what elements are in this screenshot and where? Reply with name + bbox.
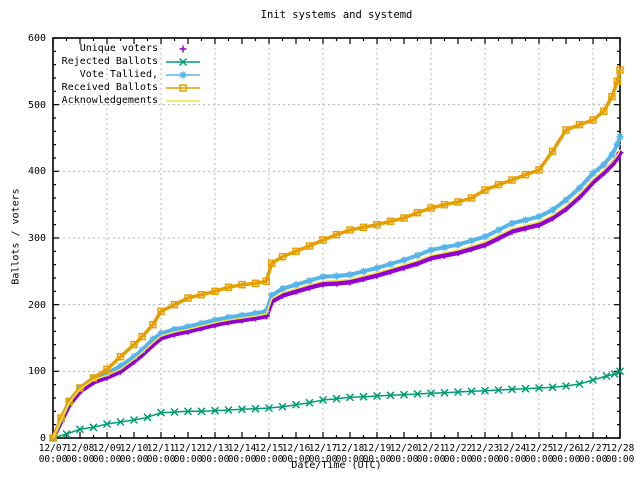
y-tick-label: 300 (27, 233, 46, 244)
x-tick-label: 12/23 00:00 (470, 443, 500, 465)
legend-label-unique-voters: Unique voters (79, 43, 158, 54)
x-tick-label: 12/15 00:00 (254, 443, 284, 465)
x-tick-label: 12/13 00:00 (200, 443, 230, 465)
legend-label-rejected-ballots: Rejected Ballots (61, 56, 158, 67)
y-tick-label: 400 (27, 166, 46, 178)
x-tick-label: 12/21 00:00 (416, 443, 446, 465)
legend-marker-vote-tallied (164, 69, 204, 81)
series-unique-voters (49, 149, 624, 442)
legend-row-rejected-ballots: Rejected Ballots (58, 55, 204, 68)
series-vote-tallied (49, 133, 624, 442)
x-tick-label: 12/14 00:00 (227, 443, 257, 465)
legend-label-vote-tallied: Vote Tallied, (79, 69, 158, 80)
legend: Unique voters Rejected Ballots Vote Tall… (58, 42, 204, 107)
legend-marker-received-ballots (164, 82, 204, 94)
legend-marker-acknowledgements (164, 95, 204, 107)
x-axis-title: Date/Time (UTC) (291, 460, 382, 471)
legend-marker-rejected-ballots (164, 56, 204, 68)
plot-border (52, 37, 621, 439)
x-tick-label: 12/10 00:00 (119, 443, 149, 465)
legend-label-received-ballots: Received Ballots (61, 82, 158, 93)
x-tick-label: 12/22 00:00 (443, 443, 473, 465)
x-tick-label: 12/18 00:00 (335, 443, 365, 465)
x-tick-label: 12/26 00:00 (551, 443, 581, 465)
y-tick-label: 0 (39, 433, 46, 444)
x-tick-label: 12/28 00:00 (605, 443, 635, 465)
x-tick-label: 12/19 00:00 (362, 443, 392, 465)
x-tick-label: 12/08 00:00 (65, 443, 95, 465)
x-tick-label: 12/24 00:00 (497, 443, 527, 465)
legend-label-acknowledgements: Acknowledgements (61, 95, 158, 106)
x-tick-label: 12/17 00:00 (308, 443, 338, 465)
series-acknowledgements (52, 149, 621, 439)
legend-row-unique-voters: Unique voters (58, 42, 204, 55)
legend-row-acknowledgements: Acknowledgements (58, 94, 204, 107)
legend-row-received-ballots: Received Ballots (58, 81, 204, 94)
y-tick-label: 200 (27, 299, 46, 311)
x-tick-label: 12/07 00:00 (38, 443, 68, 465)
x-tick-label: 12/11 00:00 (146, 443, 176, 465)
legend-row-vote-tallied: Vote Tallied, (58, 68, 204, 81)
series-received-ballots (49, 66, 624, 442)
x-tick-label: 12/09 00:00 (92, 443, 122, 465)
legend-marker-unique-voters (164, 43, 204, 55)
x-tick-label: 12/20 00:00 (389, 443, 419, 465)
y-tick-label: 500 (27, 99, 46, 111)
series-rejected-ballots (48, 367, 625, 443)
chart-title: Init systems and systemd (260, 9, 413, 21)
y-tick-label: 100 (27, 366, 46, 378)
x-tick-label: 12/16 00:00 (281, 443, 311, 465)
y-tick-label: 600 (27, 33, 46, 44)
x-tick-label: 12/25 00:00 (524, 443, 554, 465)
x-tick-label: 12/12 00:00 (173, 443, 203, 465)
x-tick-label: 12/27 00:00 (578, 443, 608, 465)
